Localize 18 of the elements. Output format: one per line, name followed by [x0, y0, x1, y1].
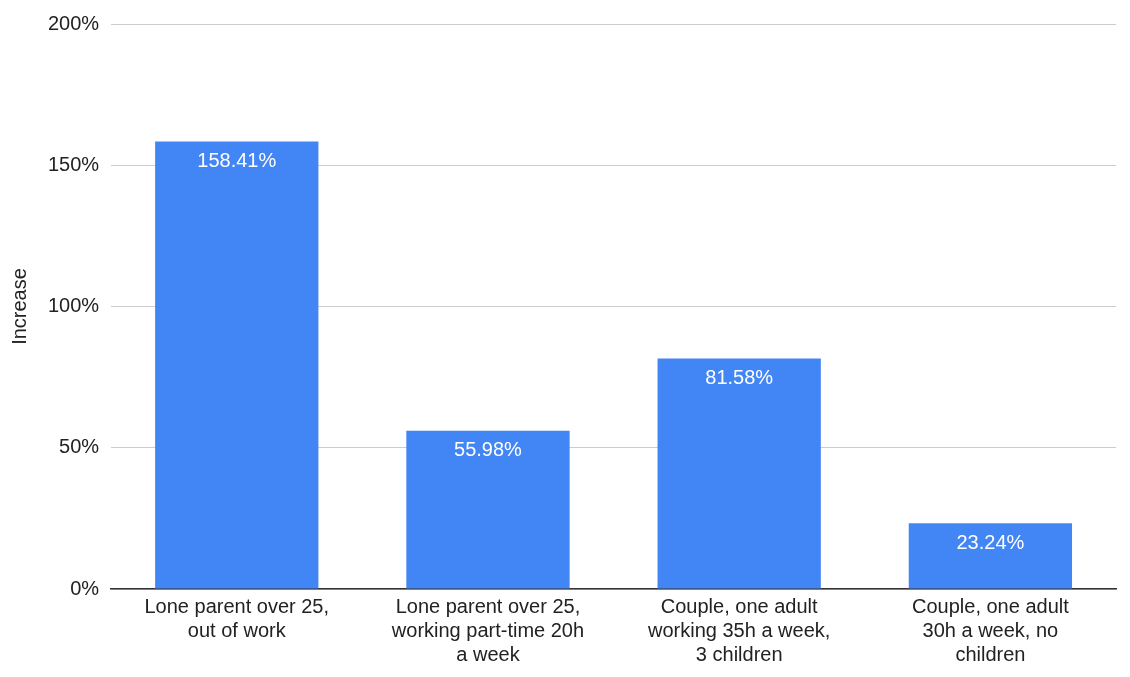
bar [406, 430, 570, 589]
data-label: 81.58% [705, 366, 774, 389]
bar [908, 523, 1073, 589]
bar [155, 141, 319, 589]
y-tick-label: 200% [48, 11, 100, 34]
y-tick-label: 50% [59, 435, 100, 458]
y-tick-label: 0% [70, 576, 100, 599]
y-tick-label: 100% [48, 294, 100, 317]
x-tick-label: Lone parent over 25, out of work [144, 594, 330, 641]
x-tick-label: Couple, one adult 30h a week, no children [912, 594, 1070, 665]
y-tick-label: 150% [48, 152, 100, 175]
y-axis-title: Increase [7, 268, 30, 345]
data-label: 158.41% [197, 149, 277, 172]
x-tick-label: Couple, one adult working 35h a week, 3 children [647, 594, 831, 665]
bar [657, 358, 821, 589]
x-tick-label: Lone parent over 25, working part-time 20h a week [390, 594, 585, 665]
data-label: 55.98% [454, 438, 523, 461]
data-label: 23.24% [956, 530, 1025, 553]
